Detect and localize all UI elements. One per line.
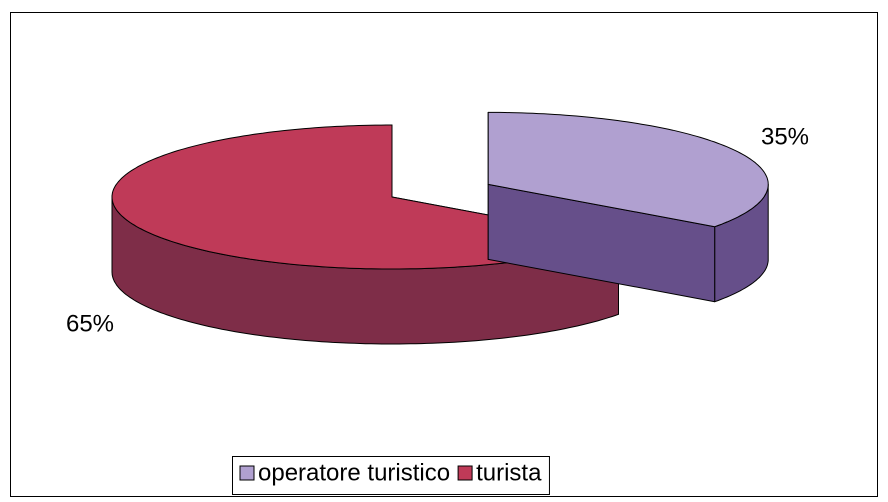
legend: operatore turistico turista <box>232 456 550 495</box>
slice <box>487 111 769 303</box>
legend-box <box>232 456 550 495</box>
data-label: 65% <box>66 310 114 337</box>
legend-swatch <box>457 465 473 481</box>
legend-label: operatore turistico <box>258 459 450 486</box>
slice-top <box>487 111 769 228</box>
data-label: 35% <box>761 123 809 150</box>
legend-swatch <box>239 465 255 481</box>
legend-label: turista <box>476 459 542 486</box>
